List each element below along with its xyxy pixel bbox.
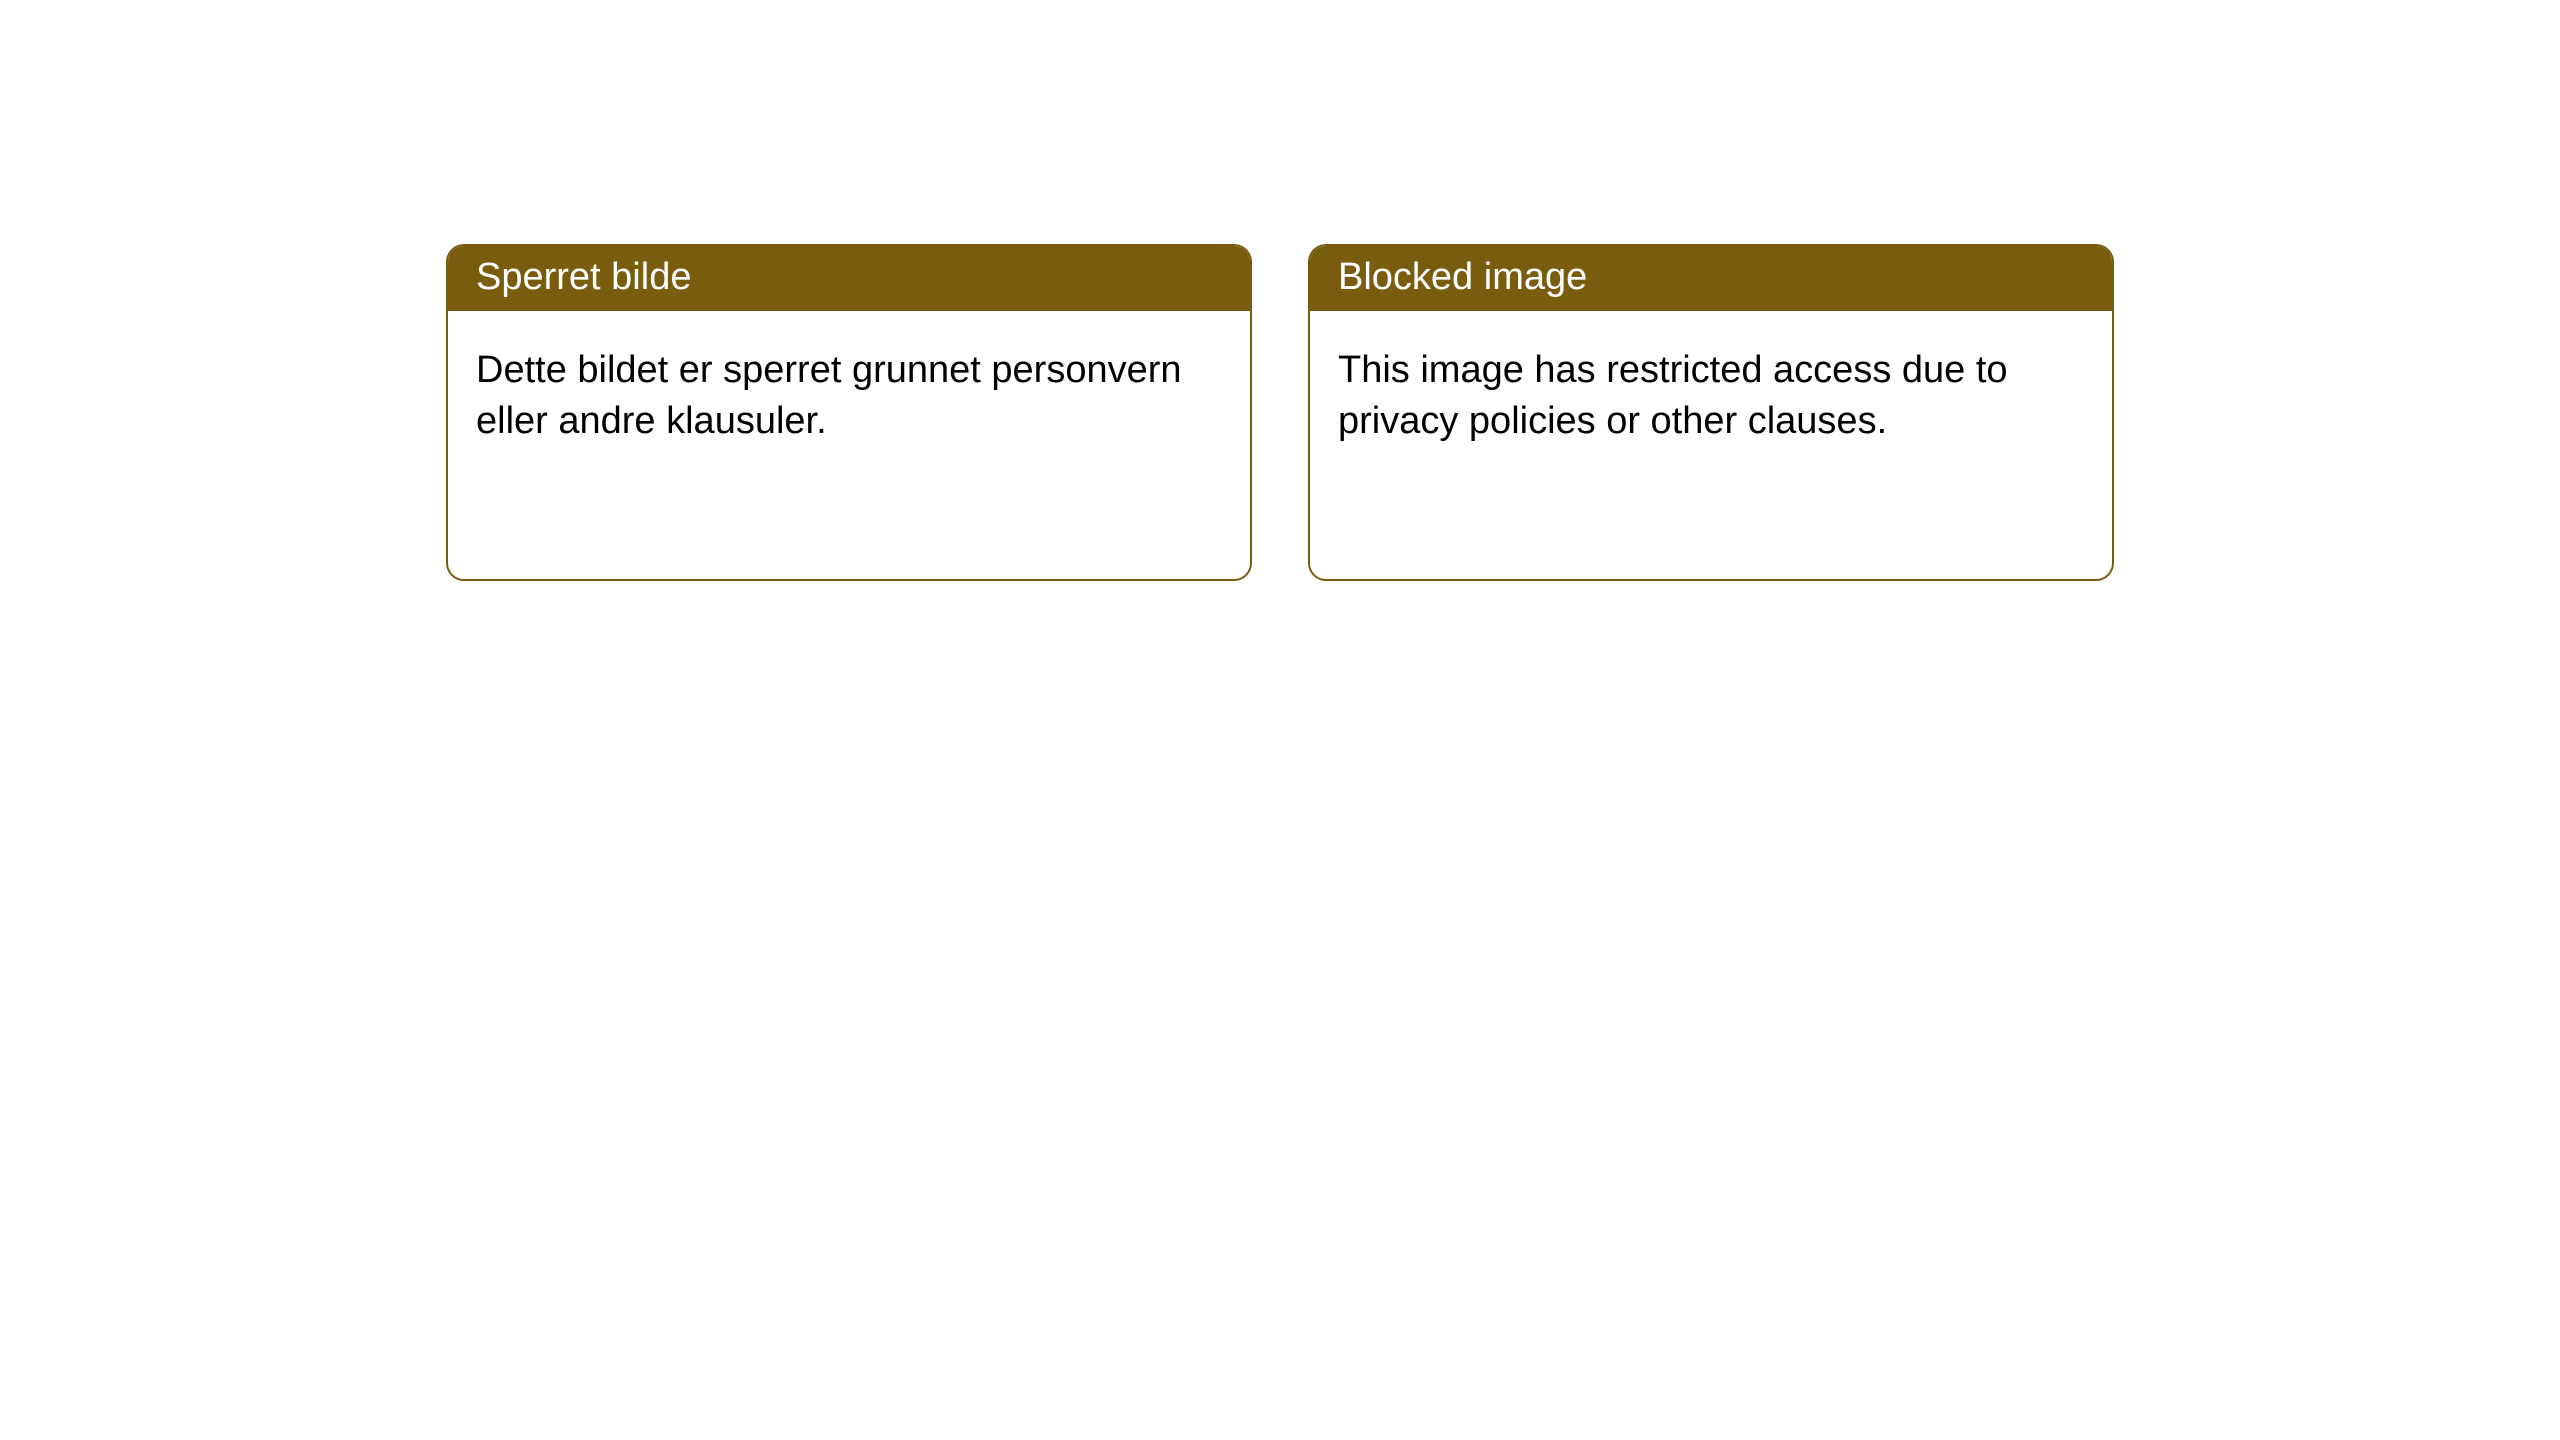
notice-title-norwegian: Sperret bilde [476, 256, 691, 298]
notice-text-norwegian: Dette bildet er sperret grunnet personve… [476, 349, 1182, 442]
notice-title-english: Blocked image [1338, 256, 1587, 298]
notice-card-norwegian: Sperret bilde Dette bildet er sperret gr… [446, 244, 1252, 581]
notice-card-english: Blocked image This image has restricted … [1308, 244, 2114, 581]
notice-body-english: This image has restricted access due to … [1310, 311, 2112, 482]
notice-body-norwegian: Dette bildet er sperret grunnet personve… [448, 311, 1250, 482]
notice-text-english: This image has restricted access due to … [1338, 349, 2008, 442]
notice-header-english: Blocked image [1310, 246, 2112, 311]
notice-header-norwegian: Sperret bilde [448, 246, 1250, 311]
notice-container: Sperret bilde Dette bildet er sperret gr… [446, 244, 2114, 581]
